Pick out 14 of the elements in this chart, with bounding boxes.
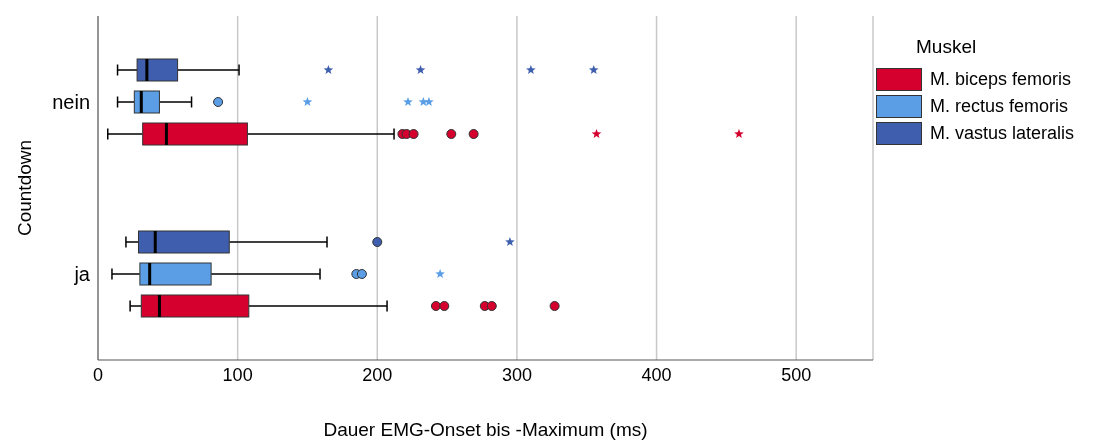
legend-label: M. vastus lateralis: [930, 123, 1075, 144]
legend-label: M. rectus femoris: [930, 96, 1069, 117]
x-tick-label: 400: [641, 364, 672, 385]
x-axis-title: Dauer EMG-Onset bis -Maximum (ms): [323, 419, 648, 440]
y-tick-label: nein: [52, 91, 90, 114]
x-tick-label: 0: [92, 364, 104, 385]
y-axis-title: Countdown: [13, 139, 35, 237]
legend-title: Muskel: [916, 36, 978, 58]
x-tick-label: 300: [501, 364, 532, 385]
y-tick-label: ja: [73, 263, 91, 286]
x-tick-label: 200: [362, 364, 393, 385]
x-tick-label: 100: [222, 364, 253, 385]
x-tick-label: 500: [781, 364, 812, 385]
legend-label: M. biceps femoris: [930, 69, 1072, 90]
